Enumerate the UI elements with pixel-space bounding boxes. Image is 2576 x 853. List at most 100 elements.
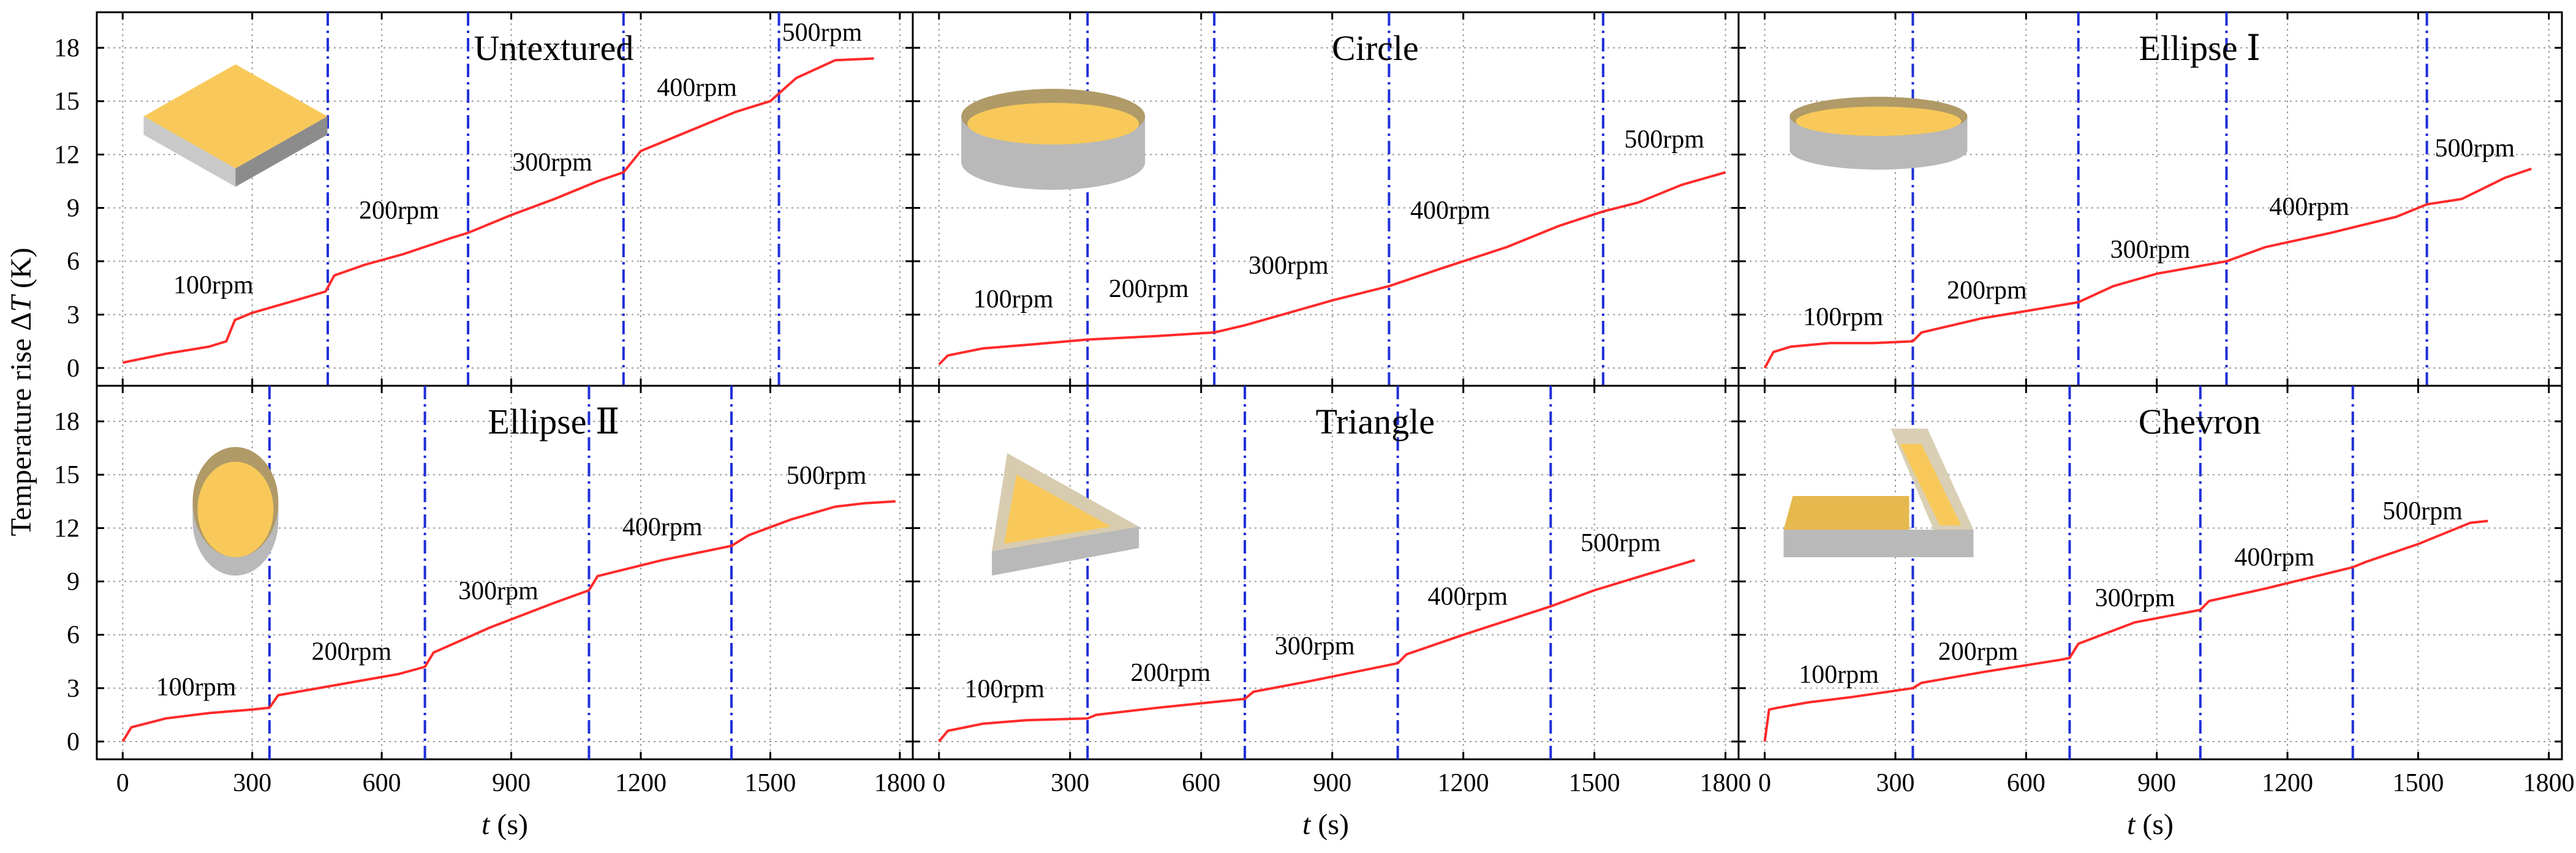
rpm-label: 200rpm	[1938, 637, 2019, 666]
rpm-label: 400rpm	[622, 513, 703, 541]
temperature-curve	[122, 57, 874, 364]
rpm-label: 500rpm	[787, 462, 867, 490]
plot-frame	[96, 11, 914, 387]
y-axis-label: Temperature rise ΔT (K)	[5, 247, 37, 536]
x-axis-label: t (s)	[482, 808, 528, 841]
chevron-arm	[1783, 496, 1909, 530]
chevron-top	[1900, 444, 1962, 525]
x-tick-label: 600	[1182, 769, 1220, 797]
panel-title: Ellipse Ⅰ	[2139, 28, 2261, 68]
x-tick-label: 1200	[1438, 769, 1489, 797]
chart-panel: 0 300 600 900 1200 1500 1800 t (s) 100rpm 200rpm 3…	[1737, 385, 2575, 841]
x-tick-label: 1800	[1700, 769, 1751, 797]
triangle-block-shape-icon	[992, 453, 1139, 576]
x-tick-label: 1800	[874, 769, 926, 797]
y-tick-label: 0	[67, 728, 80, 756]
rpm-label: 400rpm	[1427, 582, 1508, 611]
rpm-label: 400rpm	[2269, 193, 2349, 221]
block-side	[992, 527, 1139, 576]
y-tick-label: 6	[67, 622, 80, 650]
ellipse-vertical-shape-icon	[192, 447, 279, 576]
panel-title: Untextured	[474, 28, 633, 68]
y-tick-label: 0	[67, 355, 80, 383]
y-tick-label: 6	[67, 248, 80, 276]
x-tick-label: 1500	[2392, 769, 2444, 797]
x-tick-label: 1200	[2262, 769, 2313, 797]
y-tick-label: 9	[67, 568, 80, 596]
block-left-face	[143, 116, 236, 187]
x-axis-label: t (s)	[2127, 808, 2174, 841]
temperature-curve	[938, 558, 1696, 743]
rpm-label: 300rpm	[458, 577, 538, 606]
rpm-label: 300rpm	[512, 149, 592, 177]
rpm-label: 500rpm	[1581, 529, 1661, 557]
panel-title: Triangle	[1316, 402, 1435, 442]
temperature-curve	[938, 171, 1726, 366]
x-tick-label: 600	[363, 769, 401, 797]
x-tick-label: 300	[1051, 769, 1089, 797]
rpm-label: 300rpm	[2110, 236, 2191, 264]
panel-title: Circle	[1332, 28, 1419, 68]
block-top-face	[143, 64, 328, 168]
x-tick-label: 0	[1758, 769, 1771, 797]
x-tick-label: 1200	[615, 769, 667, 797]
temperature-curve	[1763, 519, 2488, 742]
plot-frame	[96, 385, 914, 761]
y-tick-label: 3	[67, 675, 80, 703]
rpm-label: 200rpm	[1130, 659, 1211, 687]
circle-disc-shape-icon	[961, 89, 1146, 190]
rpm-label: 500rpm	[2382, 497, 2463, 525]
y-tick-label: 18	[54, 408, 80, 436]
rpm-label: 400rpm	[1410, 197, 1490, 225]
rpm-label: 400rpm	[2234, 543, 2314, 571]
rpm-label: 100rpm	[1799, 661, 1879, 689]
x-axis-label-unit: (s)	[2135, 808, 2174, 841]
chart-panel: 0 300 600 900 1200 1500 1800 t (s) 100rpm 200rpm 3…	[912, 385, 1751, 841]
rpm-label: 400rpm	[657, 74, 737, 102]
chart-panel: 100rpm 200rpm 300rpm 400rpm 500rpm Ellipse Ⅰ	[1737, 11, 2563, 387]
chart-panel: 0 3 6 9 12 15 18 0 300 600 900 1200 1500 1800 t (s) 100…	[54, 385, 926, 841]
chevron-base	[1783, 530, 1974, 557]
plot-frame	[912, 385, 1740, 761]
x-tick-label: 900	[1313, 769, 1351, 797]
block-top	[1004, 475, 1112, 544]
x-tick-label: 0	[932, 769, 945, 797]
rpm-label: 500rpm	[2434, 134, 2515, 162]
temperature-curve	[121, 500, 896, 743]
rpm-label: 200rpm	[359, 197, 439, 225]
y-tick-label: 3	[67, 301, 80, 329]
x-axis-label-var: t	[2127, 808, 2136, 841]
plot-frame	[1737, 385, 2563, 761]
rpm-label: 500rpm	[1624, 126, 1704, 154]
y-tick-label: 15	[54, 88, 80, 116]
chart-panel: 100rpm 200rpm 300rpm 400rpm 500rpm Circle	[912, 11, 1740, 387]
rpm-label: 100rpm	[973, 285, 1054, 314]
ellipse-disc-shape-icon	[1789, 97, 1968, 170]
x-tick-label: 900	[492, 769, 531, 797]
panel-title: Ellipse Ⅱ	[488, 402, 619, 442]
x-axis-label: t (s)	[1302, 808, 1349, 841]
rpm-label: 200rpm	[311, 637, 391, 666]
panel-title: Chevron	[2139, 402, 2261, 442]
disc-top	[967, 103, 1139, 145]
x-tick-label: 1800	[2523, 769, 2575, 797]
square-block-shape-icon	[143, 64, 328, 187]
rpm-label: 200rpm	[1109, 275, 1189, 303]
y-tick-label: 9	[67, 195, 80, 223]
rpm-label: 300rpm	[1275, 633, 1355, 661]
panels-layer: 0 3 6 9 12 15 18 100rpm 200rpm 300rpm 400rpm 500rpm…	[54, 11, 2575, 841]
y-tick-label: 12	[54, 141, 80, 169]
y-tick-label: 15	[54, 461, 80, 489]
y-tick-label: 18	[54, 34, 80, 62]
x-tick-label: 900	[2137, 769, 2176, 797]
y-tick-label: 12	[54, 514, 80, 543]
x-axis-label-var: t	[1302, 808, 1312, 841]
rpm-label: 100rpm	[173, 271, 254, 299]
rpm-label: 100rpm	[964, 675, 1044, 703]
disc-top	[197, 462, 274, 557]
rpm-label: 300rpm	[2095, 584, 2175, 612]
rpm-label: 200rpm	[1947, 277, 2027, 305]
rpm-label: 300rpm	[1248, 252, 1329, 280]
disc-top	[1796, 107, 1962, 136]
